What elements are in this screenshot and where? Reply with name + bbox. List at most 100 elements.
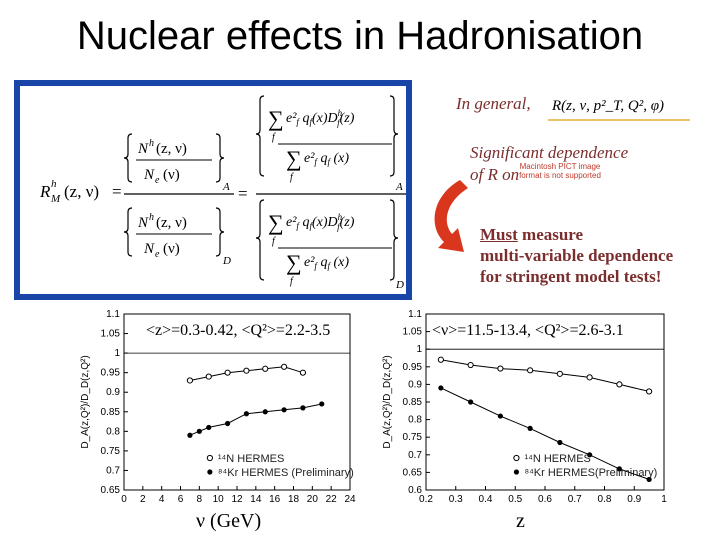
right-plot-ytick-label: 0.7 [408, 450, 422, 461]
formula-lhs: R [39, 182, 51, 201]
left-plot-ytick-label: 0.65 [101, 485, 121, 496]
right-plot-point-n [527, 367, 534, 374]
left-plot-ytick-label: 1 [114, 348, 120, 359]
left-plot-point-kr [206, 424, 212, 431]
right-plot-series-line-1 [440, 387, 650, 480]
right-plot-point-n [437, 356, 444, 363]
left-plot-ylabel: D_A(z,Q²)/D_D(z,Q²) [80, 355, 91, 448]
svg-text:∑: ∑ [286, 250, 302, 275]
ne-a-args: (ν) [163, 167, 180, 183]
left-plot-point-n [186, 377, 194, 384]
note-of-r-on: of R on [470, 165, 520, 184]
left-plot-ytick-label: 1.05 [101, 329, 121, 340]
right-plot-point-kr [646, 476, 652, 483]
left-plot-point-kr [196, 428, 202, 434]
left-plot-point-kr [300, 405, 306, 411]
right-plot-point-n [497, 365, 504, 372]
svg-text:∑: ∑ [268, 106, 284, 131]
right-plot-point-kr [527, 425, 533, 431]
left-plot-ytick-label: 0.95 [101, 368, 121, 379]
nh-a-super: h [149, 138, 154, 149]
must-line-2: multi-variable dependence [480, 246, 674, 265]
left-plot-xtick-label: 10 [213, 494, 225, 505]
left-plot-ytick-label: 0.9 [106, 387, 120, 398]
right-plot-ylabel: D_A(z,Q²)/D_D(z,Q²) [382, 355, 393, 448]
svg-text:e²f qf(x)Dhf(z): e²f qf(x)Dh f(z) [286, 212, 355, 232]
nh-d: N [137, 215, 149, 231]
formula-lhs-super: h [51, 178, 57, 190]
right-plot-ytick-label: 0.8 [408, 415, 422, 426]
nh-a-args: (z, ν) [156, 141, 187, 157]
right-plot-xtick-label: 0.3 [449, 494, 463, 505]
formula-panel: R h M (z, ν) = N h (z, ν) N e (ν) A N [14, 80, 412, 300]
right-plot-ytick-label: 0.85 [403, 397, 423, 408]
right-plot-point-kr [438, 385, 444, 391]
right-plot-series-line-0 [440, 359, 650, 392]
nh-d-super: h [149, 212, 154, 223]
right-plot-xlabel: z [516, 510, 525, 532]
must-line-3: for stringent model tests! [480, 267, 662, 286]
right-plot-point-n [616, 381, 623, 388]
ne-a: N [143, 167, 155, 183]
svg-text:∑: ∑ [268, 210, 284, 235]
left-plot-label: <z>=0.3-0.42, <Q²>=2.2-3.5 [146, 322, 331, 340]
right-plot-xtick-label: 0.5 [508, 494, 522, 505]
left-plot-xtick-label: 12 [231, 494, 243, 505]
right-plot: 0.2 0.3 0.4 0.5 0.6 0.7 0.8 0.9 1 0.6 0.65 0.7 0.75 0… [378, 308, 678, 508]
ne-d: N [143, 241, 155, 257]
left-plot-ytick-label: 0.75 [101, 446, 121, 457]
sub-a-mid: A [222, 181, 230, 193]
svg-text:f: f [272, 236, 276, 247]
sub-d-mid: D [222, 255, 231, 267]
left-plot-xlabel: ν (GeV) [196, 510, 262, 532]
ne-d-args: (ν) [163, 241, 180, 257]
left-plot-ytick-label: 0.8 [106, 426, 120, 437]
formula-lhs-args: (z, ν) [64, 182, 99, 201]
right-plot-point-kr [497, 413, 503, 419]
right-plot-point-n [586, 374, 593, 381]
sub-d-right: D [395, 279, 404, 291]
nh-d-args: (z, ν) [156, 215, 187, 231]
ne-a-sub: e [155, 175, 160, 186]
left-plot-point-n [299, 369, 307, 376]
right-plot-point-n [556, 370, 563, 377]
curved-arrow-icon [434, 180, 468, 252]
left-plot-ytick-label: 1.1 [106, 309, 120, 320]
left-plot-xtick-label: 8 [197, 494, 203, 505]
left-plot-point-kr [187, 432, 193, 438]
right-plot-xtick-label: 0.8 [598, 494, 612, 505]
right-plot-ytick-label: 0.75 [403, 432, 423, 443]
svg-text:f: f [290, 276, 294, 287]
left-plot-legend-entry: ⁸⁴Kr HERMES (Preliminary) [218, 467, 354, 479]
right-plot-ytick-label: 0.6 [408, 485, 422, 496]
left-plot-legend-entry: ¹⁴N HERMES [218, 453, 284, 465]
note-in-general: In general, [456, 94, 531, 113]
general-formula-text: R(z, ν, p²_T, Q², φ) [551, 98, 664, 114]
left-plot-point-n [262, 365, 269, 372]
right-plot-point-n [646, 388, 653, 395]
svg-text:f: f [272, 132, 276, 143]
left-plot-xtick-label: 24 [344, 494, 356, 505]
left-plot-legend-marker [206, 454, 213, 462]
left-plot-point-kr [243, 411, 250, 417]
right-plot-ytick-label: 0.65 [403, 467, 423, 478]
left-plot-legend-marker [207, 469, 213, 475]
svg-text:e²f qf(x)Dhf(z): e²f qf(x)Dh f(z) [286, 108, 355, 128]
right-plot-xtick-label: 1 [661, 494, 667, 505]
left-plot-xtick-label: 14 [250, 494, 262, 505]
sub-a-right: A [395, 181, 403, 193]
ne-d-sub: e [155, 249, 160, 260]
right-plot-legend-marker [513, 454, 520, 462]
left-plot-xtick-label: 22 [326, 494, 338, 505]
left-plot-point-n [243, 367, 250, 374]
right-plot-point-kr [587, 452, 593, 458]
svg-text:=: = [238, 184, 248, 203]
svg-text:∑: ∑ [286, 146, 302, 171]
right-plot-ytick-label: 1 [416, 344, 422, 355]
svg-text:e²f qf (x): e²f qf (x) [304, 151, 349, 167]
left-plot-xtick-label: 16 [269, 494, 281, 505]
right-plot-point-kr [468, 399, 474, 405]
must-word: Must [480, 225, 518, 244]
right-plot-legend-entry: ¹⁴N HERMES [524, 453, 590, 465]
right-plot-ytick-label: 0.9 [408, 379, 422, 390]
